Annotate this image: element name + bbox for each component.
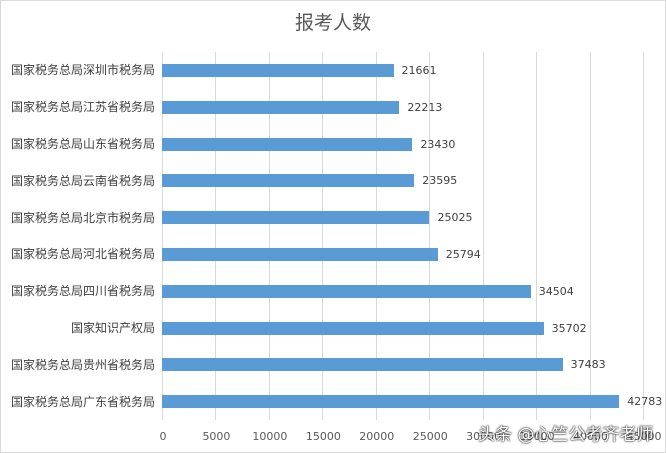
bar [162,247,438,261]
data-label: 25025 [437,211,473,225]
category-label: 国家税务总局江苏省税务局 [10,100,155,115]
data-label: 23595 [422,174,458,188]
category-label: 国家知识产权局 [70,321,155,335]
category-label: 国家税务总局云南省税务局 [10,173,155,188]
data-label: 37483 [570,358,606,372]
gridline [643,52,644,420]
data-label: 23430 [420,137,456,151]
bar [162,211,430,225]
x-tick-label: 5000 [202,430,231,443]
data-label: 34504 [538,284,574,298]
data-label: 21661 [401,63,437,77]
category-label: 国家税务总局河北省税务局 [10,247,155,262]
data-label: 22213 [407,100,443,114]
gridline [429,52,431,420]
category-label: 国家税务总局山东省税务局 [10,137,155,151]
gridline [215,52,217,420]
gridline [322,52,324,420]
category-label: 国家税务总局深圳市税务局 [10,63,155,78]
x-tick-label: 10000 [252,430,288,443]
x-tick-label: 40000 [573,430,609,443]
x-tick-label: 0 [159,430,167,443]
gridline [536,52,538,420]
chart-title: 报考人数 [294,12,371,34]
x-tick-label: 30000 [466,430,502,443]
x-tick-label: 35000 [519,430,555,443]
gridline [482,52,484,420]
category-label: 国家税务总局贵州省税务局 [10,357,155,372]
data-label: 42783 [627,395,663,409]
gridline [375,52,377,420]
bar [162,395,620,409]
data-label: 35702 [551,321,587,335]
category-label: 国家税务总局北京市税务局 [10,210,155,225]
gridline [589,52,591,420]
category-label: 国家税务总局广东省税务局 [10,394,155,409]
bar [162,100,400,114]
gridline [162,52,163,420]
category-label: 国家税务总局四川省税务局 [10,284,155,299]
watermark: 头条 @心竺公考齐老师 [478,425,654,445]
bar [162,321,544,335]
bar [162,63,394,77]
x-tick-label: 15000 [305,430,341,443]
x-tick-label: 25000 [412,430,448,443]
bar [162,137,413,151]
bar [162,284,531,298]
gridline [268,52,270,420]
bar [162,358,563,372]
x-tick-label: 20000 [359,430,395,443]
bar [162,174,415,188]
x-tick-label: 45000 [626,430,662,443]
data-label: 25794 [445,247,481,261]
